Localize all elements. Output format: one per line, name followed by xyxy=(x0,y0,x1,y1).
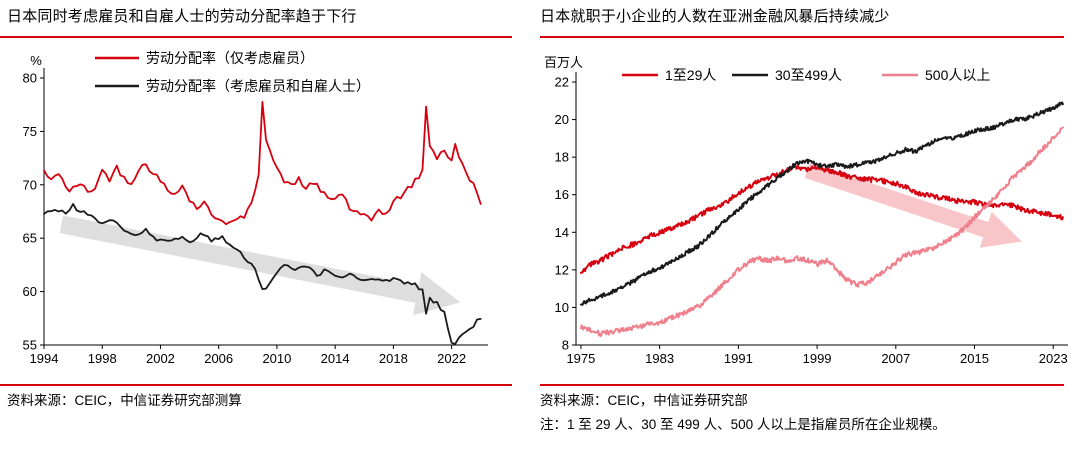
y-tick-label: 22 xyxy=(555,75,569,90)
x-tick-label: 2010 xyxy=(262,351,291,366)
x-tick-label: 1994 xyxy=(30,351,59,366)
left-source-text: 资料来源：CEIC，中信证券研究部测算 xyxy=(7,393,242,408)
y-tick-label: 18 xyxy=(555,150,569,165)
y-tick-label: 80 xyxy=(23,71,37,86)
y-tick-label: 8 xyxy=(562,338,569,353)
x-tick-label: 1998 xyxy=(88,351,117,366)
y-tick-label: 75 xyxy=(23,124,37,139)
x-tick-label: 2006 xyxy=(204,351,233,366)
y-tick-label: 10 xyxy=(555,300,569,315)
x-tick-label: 1999 xyxy=(803,351,832,366)
left-chart-title: 日本同时考虑雇员和自雇人士的劳动分配率趋于下行 xyxy=(7,8,357,25)
right-footer-rule xyxy=(540,384,1064,386)
right-chart-panel: 日本就职于小企业的人数在亚洲金融风暴后持续减少 8 10 12 14 16 18 20 22 1… xyxy=(538,0,1080,449)
y-tick-label: 55 xyxy=(23,338,37,353)
y-tick-label: 16 xyxy=(555,187,569,202)
left-footer-rule xyxy=(0,384,512,386)
legend-label-1: 劳动分配率（考虑雇员和自雇人士） xyxy=(146,78,370,94)
x-tick-label: 1991 xyxy=(724,351,753,366)
y-tick-label: 14 xyxy=(555,225,569,240)
left-chart-panel: 日本同时考虑雇员和自雇人士的劳动分配率趋于下行 55 60 65 70 75 80 1994… xyxy=(0,0,530,449)
x-tick-label: 2022 xyxy=(437,351,466,366)
legend-label-0: 劳动分配率（仅考虑雇员） xyxy=(146,50,314,66)
x-tick-label: 2007 xyxy=(881,351,910,366)
right-chart: 8 10 12 14 16 18 20 22 1975 1983 1991 1999 2007 2015 2… xyxy=(544,55,1068,366)
series-line-2 xyxy=(579,126,1064,337)
x-tick-label: 1983 xyxy=(645,351,674,366)
x-tick-label: 2002 xyxy=(146,351,175,366)
series-line-0 xyxy=(579,164,1064,274)
left-chart: 55 60 65 70 75 80 1994 1998 2002 2006 2010 2014 2018… xyxy=(23,50,488,366)
y-tick-label: 65 xyxy=(23,231,37,246)
x-tick-label: 1975 xyxy=(566,351,595,366)
y-tick-label: 12 xyxy=(555,262,569,277)
left-title-rule xyxy=(0,36,512,38)
y-tick-label: 20 xyxy=(555,112,569,127)
y-tick-label: 70 xyxy=(23,177,37,192)
y-axis-unit-label: 百万人 xyxy=(544,55,583,70)
x-tick-label: 2023 xyxy=(1039,351,1068,366)
right-source-text: 资料来源：CEIC，中信证券研究部 xyxy=(540,393,748,408)
series-line-1 xyxy=(43,203,482,345)
series-line-1 xyxy=(579,101,1064,306)
series-line-0 xyxy=(43,101,482,226)
right-chart-title: 日本就职于小企业的人数在亚洲金融风暴后持续减少 xyxy=(540,8,890,25)
y-tick-label: 60 xyxy=(23,284,37,299)
y-axis-unit-label: % xyxy=(30,53,42,68)
right-title-rule xyxy=(540,36,1064,38)
legend-label-2: 500人以上 xyxy=(925,67,990,83)
x-tick-label: 2018 xyxy=(379,351,408,366)
right-note-text: 注：1 至 29 人、30 至 499 人、500 人以上是指雇员所在企业规模。 xyxy=(540,417,946,432)
trend-arrow xyxy=(59,215,461,316)
x-tick-label: 2014 xyxy=(321,351,350,366)
legend-label-0: 1至29人 xyxy=(665,67,716,83)
legend-label-1: 30至499人 xyxy=(775,67,842,83)
x-tick-label: 2015 xyxy=(960,351,989,366)
